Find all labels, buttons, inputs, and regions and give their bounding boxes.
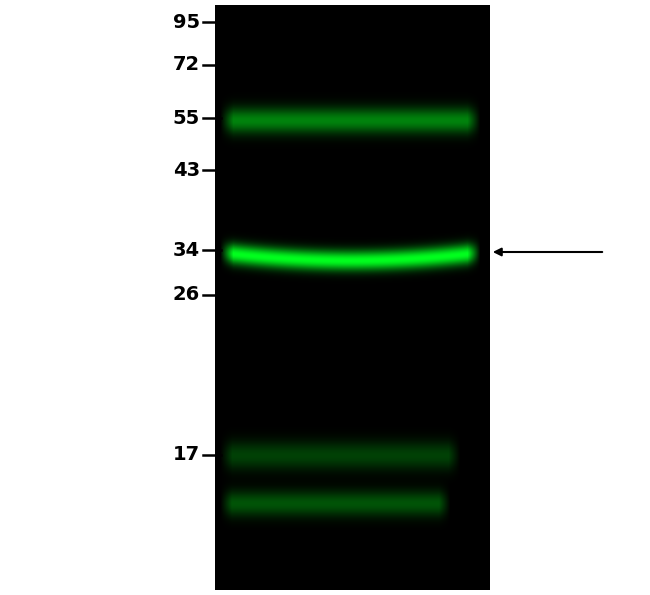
- Text: 26: 26: [173, 286, 200, 305]
- Text: 34: 34: [173, 240, 200, 259]
- Text: 17: 17: [173, 446, 200, 465]
- Text: 55: 55: [173, 108, 200, 127]
- Bar: [215, 5, 490, 590]
- Text: 72: 72: [173, 55, 200, 74]
- Text: 95: 95: [173, 12, 200, 32]
- Text: 43: 43: [173, 161, 200, 180]
